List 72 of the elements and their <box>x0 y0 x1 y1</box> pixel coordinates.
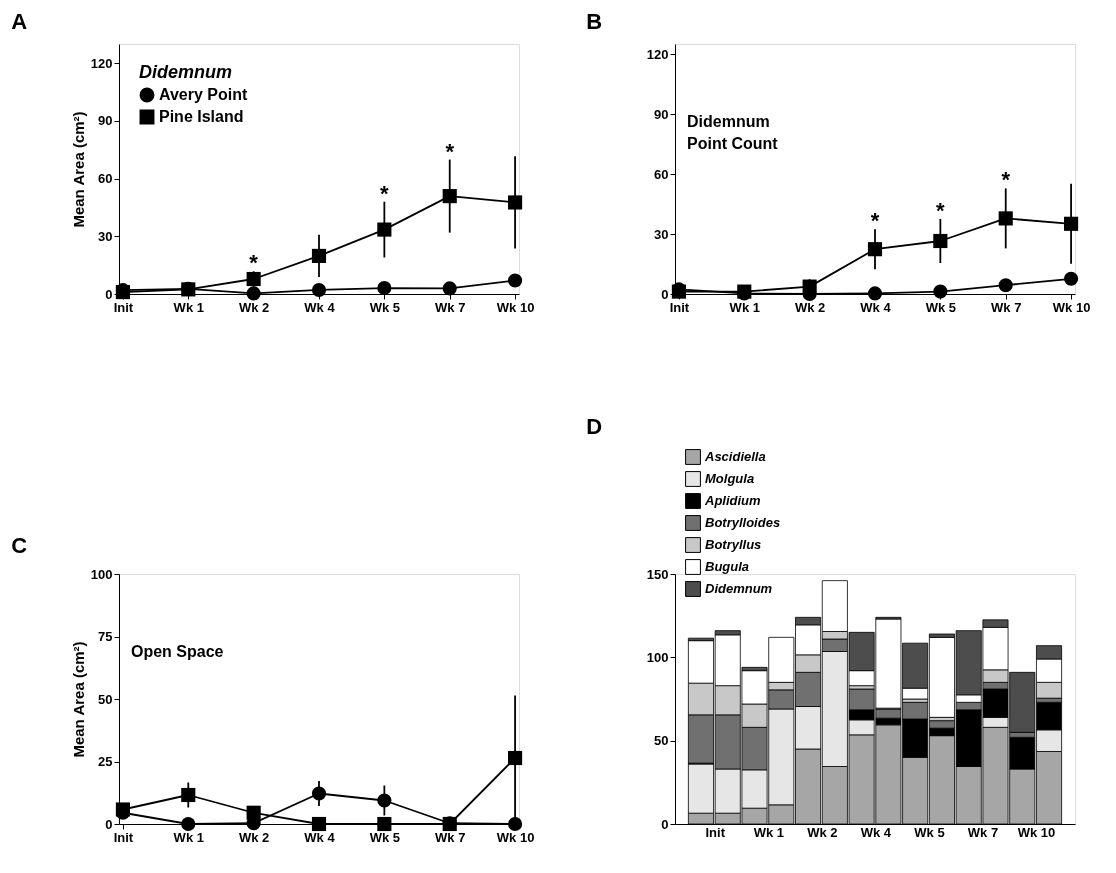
y-tick-label: 150 <box>646 566 669 582</box>
annotation: Point Count <box>687 135 779 152</box>
annotation: * <box>445 138 455 164</box>
y-tick-label: 100 <box>90 566 113 582</box>
y-tick-label: 30 <box>654 226 669 242</box>
x-tick-label: Wk 5 <box>369 829 401 845</box>
y-tick-label: 0 <box>661 816 669 832</box>
y-tick-label: 30 <box>98 228 113 244</box>
y-tick-label: 0 <box>105 286 113 302</box>
chart-title: A <box>11 9 28 34</box>
y-axis-title: Mean Area (cm²) <box>69 641 87 758</box>
x-tick-label: Wk 1 <box>753 824 784 840</box>
y-tick-label: 60 <box>98 171 113 187</box>
x-tick-label: Wk 10 <box>1017 824 1056 840</box>
y-tick-label: 50 <box>654 733 669 749</box>
legend-title: Didemnum <box>139 62 233 82</box>
legend-label: Botrylloides <box>705 515 781 530</box>
x-tick-label: Wk 2 <box>238 829 270 845</box>
annotation: * <box>870 208 880 234</box>
x-tick-label: Wk 2 <box>238 299 270 315</box>
y-axis-title: Mean Area (cm²) <box>69 111 87 228</box>
x-tick-label: Wk 4 <box>304 299 336 315</box>
legend-label: Ascidiella <box>704 449 766 464</box>
x-tick-label: Wk 1 <box>729 299 760 315</box>
x-tick-label: Wk 4 <box>304 829 336 845</box>
x-tick-label: Wk 7 <box>435 299 466 315</box>
y-tick-label: 120 <box>90 55 113 71</box>
y-tick-label: 100 <box>646 649 669 665</box>
annotation: * <box>936 198 946 223</box>
x-tick-label: Init <box>113 299 134 315</box>
x-tick-label: Wk 2 <box>794 299 826 315</box>
chart-title: B <box>586 9 603 34</box>
chart-title: D <box>586 414 603 439</box>
x-tick-label: Wk 7 <box>967 824 999 840</box>
annotation: * <box>249 250 259 276</box>
legend-label: Pine Island <box>159 108 244 125</box>
x-tick-label: Init <box>669 299 690 315</box>
annotation: * <box>380 180 390 206</box>
annotation: Didemnum <box>687 113 770 130</box>
y-tick-label: 90 <box>98 113 113 129</box>
legend-label: Bugula <box>705 559 750 574</box>
x-tick-label: Wk 5 <box>925 299 957 315</box>
x-tick-label: Wk 7 <box>435 829 466 845</box>
legend-label: Didemnum <box>705 581 773 596</box>
legend-label: Avery Point <box>159 86 248 103</box>
y-tick-label: 0 <box>661 286 669 302</box>
y-tick-label: 90 <box>654 106 669 122</box>
legend-label: Botryllus <box>705 537 762 552</box>
y-tick-label: 50 <box>98 691 113 707</box>
y-tick-label: 25 <box>98 754 113 769</box>
y-tick-label: 75 <box>98 629 113 644</box>
x-tick-label: Init <box>705 824 726 840</box>
legend-label: Molgula <box>705 471 755 486</box>
x-tick-label: Wk 1 <box>173 829 204 845</box>
legend-label: Aplidium <box>704 493 762 508</box>
x-tick-label: Wk 1 <box>173 299 204 315</box>
x-tick-label: Wk 7 <box>991 299 1022 315</box>
x-tick-label: Wk 10 <box>1052 299 1091 315</box>
x-tick-label: Wk 5 <box>914 824 945 840</box>
y-tick-label: 60 <box>654 166 669 182</box>
x-tick-label: Wk 10 <box>496 829 535 845</box>
x-tick-label: Init <box>113 829 134 845</box>
x-tick-label: Wk 10 <box>496 299 535 315</box>
x-tick-label: Wk 5 <box>369 299 401 315</box>
annotation: * <box>1001 167 1011 193</box>
chart-title: C <box>11 533 28 558</box>
x-tick-label: Wk 2 <box>807 824 838 840</box>
annotation: Open Space <box>131 643 224 660</box>
y-tick-label: 120 <box>646 46 669 62</box>
x-tick-label: Wk 4 <box>860 824 892 840</box>
x-tick-label: Wk 4 <box>860 299 892 315</box>
y-tick-label: 0 <box>105 816 113 832</box>
